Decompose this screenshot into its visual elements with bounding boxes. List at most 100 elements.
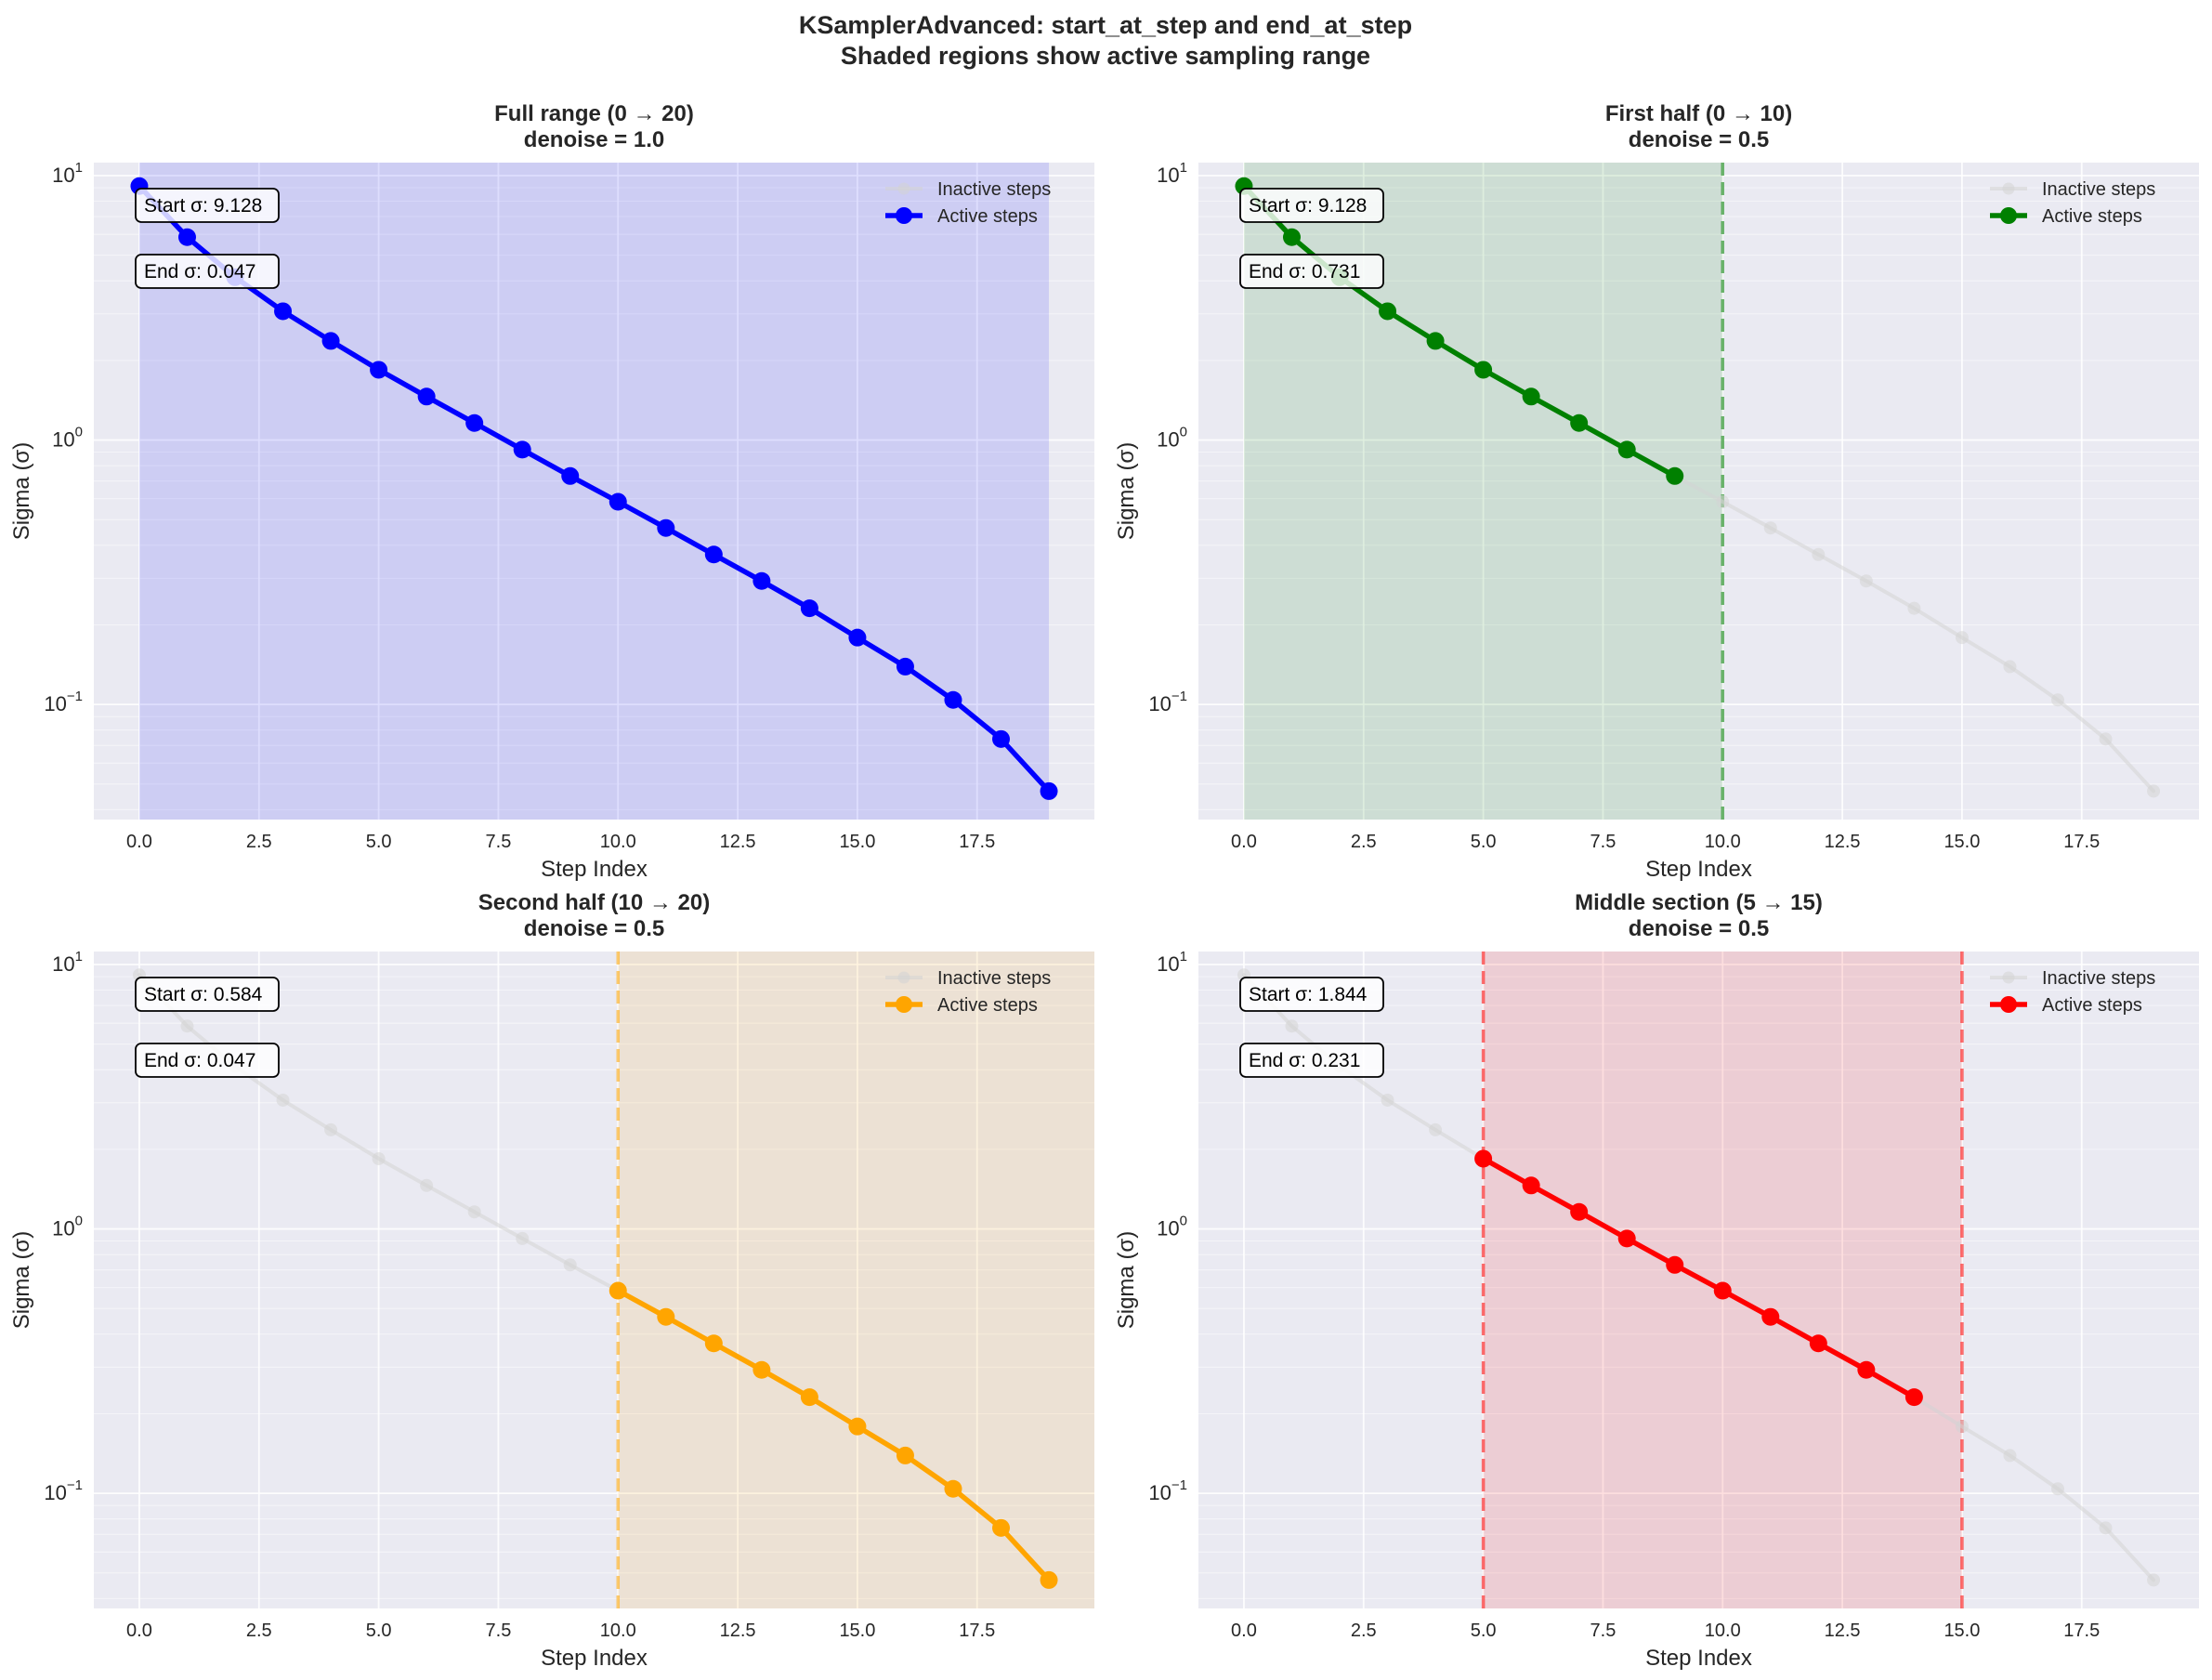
legend-label: Inactive steps	[2042, 179, 2155, 200]
y-tick-base: 10	[1157, 1217, 1179, 1240]
y-tick-exponent: 1	[75, 160, 83, 176]
active-point-12	[704, 545, 723, 564]
y-tick-exponent: −1	[1171, 1477, 1187, 1493]
x-tick-label: 5.0	[1471, 1621, 1497, 1641]
inactive-point-18	[2099, 732, 2113, 746]
y-tick-label: 100	[1157, 1214, 1187, 1240]
y-tick-base: 10	[1148, 1481, 1171, 1504]
series-group	[130, 177, 1058, 800]
y-axis-label: Sigma (σ)	[1114, 1231, 1139, 1330]
end-sigma-annotation: End σ: 0.047	[144, 261, 255, 282]
y-axis-label: Sigma (σ)	[9, 1231, 34, 1330]
x-tick-label: 17.5	[959, 1621, 995, 1641]
inactive-point-10	[1716, 495, 1730, 509]
x-tick-label: 7.5	[486, 832, 512, 852]
active-point-9	[561, 466, 580, 485]
x-axis-label: Step Index	[1645, 1646, 1752, 1671]
end-sigma-box	[1239, 1043, 1384, 1078]
inactive-point-18	[2099, 1521, 2113, 1535]
active-point-11	[657, 518, 675, 537]
active-point-17	[944, 1479, 962, 1498]
x-tick-label: 17.5	[2063, 832, 2100, 852]
active-point-19	[1040, 781, 1058, 800]
active-point-9	[1666, 466, 1684, 485]
subplot-subtitle: denoise = 0.5	[1629, 127, 1769, 152]
end-sigma-annotation: End σ: 0.231	[1249, 1050, 1360, 1071]
active-point-13	[1857, 1360, 1876, 1379]
legend-label: Active steps	[2042, 995, 2142, 1016]
inactive-point-17	[2050, 1482, 2064, 1496]
active-point-18	[992, 729, 1011, 748]
inactive-point-15	[1955, 1420, 1969, 1434]
legend-label: Active steps	[937, 206, 1038, 227]
subplot-subtitle: denoise = 0.5	[524, 916, 664, 941]
y-tick-exponent: 0	[75, 425, 83, 440]
active-point-5	[370, 361, 388, 379]
inactive-point-17	[2050, 693, 2064, 707]
subplot-title: Middle section (5 → 15)	[1575, 890, 1823, 915]
inactive-point-1	[180, 1019, 194, 1033]
active-point-19	[1040, 1570, 1058, 1589]
y-tick-exponent: −1	[67, 689, 83, 704]
x-tick-label: 0.0	[1231, 832, 1257, 852]
active-point-10	[609, 1281, 627, 1300]
x-tick-label: 7.5	[486, 1621, 512, 1641]
y-tick-base: 10	[1157, 428, 1179, 452]
active-point-6	[1522, 1176, 1540, 1195]
subplot-grid: 0.0 2.5 5.0 7.5 10.0 12.5 15.0 17.510110010−1St…	[9, 101, 2199, 1671]
inactive-point-4	[324, 1122, 338, 1136]
inactive-point-19	[2147, 784, 2161, 798]
y-axis-label: Sigma (σ)	[9, 442, 34, 541]
legend-marker	[2002, 182, 2015, 195]
inactive-point-13	[1859, 574, 1873, 588]
y-tick-base: 10	[52, 428, 74, 452]
legend-label: Active steps	[2042, 206, 2142, 227]
y-tick-exponent: 1	[1180, 949, 1187, 965]
inactive-point-14	[1907, 601, 1921, 615]
legend-label: Active steps	[937, 995, 1038, 1016]
subplot-1: 0.0 2.5 5.0 7.5 10.0 12.5 15.0 17.510110010−1St…	[9, 101, 1094, 882]
x-axis-label: Step Index	[541, 857, 648, 882]
x-tick-label: 10.0	[600, 832, 636, 852]
y-tick-base: 10	[1148, 692, 1171, 715]
start-sigma-annotation: Start σ: 9.128	[1249, 195, 1367, 217]
x-tick-label: 12.5	[720, 1621, 756, 1641]
x-tick-label: 5.0	[366, 1621, 392, 1641]
subplot-subtitle: denoise = 1.0	[524, 127, 664, 152]
y-tick-exponent: −1	[1171, 689, 1187, 704]
inactive-point-4	[1429, 1122, 1443, 1136]
legend-marker	[897, 971, 910, 984]
y-tick-exponent: 0	[75, 1214, 83, 1229]
end-sigma-annotation: End σ: 0.047	[144, 1050, 255, 1071]
y-tick-label: 101	[52, 949, 83, 976]
active-point-11	[1761, 1307, 1780, 1326]
y-tick-base: 10	[52, 164, 74, 187]
active-point-7	[1570, 1202, 1589, 1221]
active-point-9	[1666, 1255, 1684, 1274]
active-point-10	[609, 492, 627, 511]
start-sigma-annotation: Start σ: 1.844	[1249, 984, 1368, 1005]
active-point-3	[1379, 302, 1397, 321]
inactive-point-3	[276, 1093, 290, 1107]
gridlines	[94, 952, 1094, 1608]
subplot-3: 0.0 2.5 5.0 7.5 10.0 12.5 15.0 17.510110010−1St…	[9, 890, 1094, 1671]
subplot-title: Second half (10 → 20)	[478, 890, 710, 915]
active-point-15	[848, 1417, 867, 1436]
inactive-point-11	[1763, 521, 1777, 535]
x-tick-label: 7.5	[1590, 832, 1616, 852]
x-tick-label: 2.5	[246, 832, 272, 852]
y-tick-label: 10−1	[44, 689, 83, 715]
inactive-point-16	[2003, 660, 2017, 674]
inactive-point-1	[1285, 1019, 1299, 1033]
subplot-4: 0.0 2.5 5.0 7.5 10.0 12.5 15.0 17.510110010−1St…	[1114, 890, 2199, 1671]
x-tick-label: 2.5	[1351, 1621, 1377, 1641]
active-range-shade	[618, 952, 1094, 1608]
active-steps-line	[137, 183, 1052, 794]
series-group	[132, 968, 1058, 1589]
y-tick-label: 10−1	[1148, 689, 1187, 715]
inactive-point-15	[1955, 631, 1969, 645]
inactive-point-19	[2147, 1573, 2161, 1587]
y-tick-base: 10	[44, 1481, 66, 1504]
subplot-2: 0.0 2.5 5.0 7.5 10.0 12.5 15.0 17.510110010−1St…	[1114, 101, 2199, 882]
